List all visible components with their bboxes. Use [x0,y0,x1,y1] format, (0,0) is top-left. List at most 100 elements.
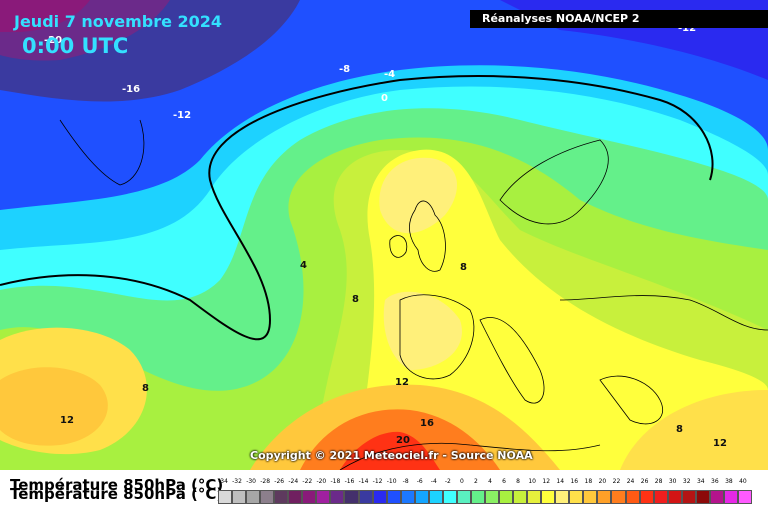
scale-swatch [541,490,556,504]
scale-swatch [274,490,289,504]
scale-swatch [470,490,485,504]
contour-label: 16 [420,418,434,429]
scale-swatch [625,490,640,504]
scale-tick-label: 18 [584,478,593,485]
field-se-warm [620,390,768,470]
contour-label: -12 [678,23,696,34]
scale-tick-label: 2 [474,478,478,485]
scale-swatch [639,490,654,504]
scale-swatch [400,490,415,504]
scale-tick-label: 22 [612,478,621,485]
contour-label: 12 [60,415,74,426]
scale-swatch [414,490,429,504]
scale-tick-label: 36 [711,478,719,485]
contour-labels: -20 -16 -12 -12 -8 -4 0 4 8 8 8 12 12 16 20 8 12 [44,23,727,449]
scale-tick-label: 0 [459,478,464,485]
scale-swatch [316,490,331,504]
scale-swatch [386,490,401,504]
scale-tick-label: -32 [232,478,242,485]
contour-label: -8 [339,64,350,75]
map-date: Jeudi 7 novembre 2024 [14,12,223,31]
scale-tick-label: 34 [696,478,705,485]
temperature-field-map: -20 -16 -12 -12 -8 -4 0 4 8 8 8 12 12 16 20 8 12 [0,0,768,470]
scale-swatch [456,490,471,504]
contour-label: 8 [460,262,467,273]
scale-tick-label: 10 [528,478,536,485]
contour-label: 8 [676,424,683,435]
field-coldest [0,0,90,32]
contour-label: 8 [142,383,149,394]
map-time: 0:00 UTC [22,34,129,58]
scale-swatch [709,490,724,504]
scale-tick-label: -24 [288,478,299,485]
scale-tick-label: 16 [570,478,579,485]
contour-label: -20 [44,35,62,46]
scale-swatch [723,490,738,504]
scale-swatch [513,490,528,504]
scale-swatch [569,490,584,504]
legend-title: Température 850hPa (°C) [10,476,224,494]
scale-swatch [344,490,359,504]
scale-swatch [246,490,261,504]
scale-tick-label: 24 [626,478,635,485]
source-label: Réanalyses NOAA/NCEP 2 [482,12,640,25]
scale-tick-label: -28 [260,478,271,485]
scale-swatch [232,490,247,504]
contour-label: 12 [395,377,409,388]
scale-tick-label: -4 [430,478,437,485]
scale-tick-label: 38 [725,478,733,485]
scale-tick-label: -8 [402,478,409,485]
contour-label: 8 [352,294,359,305]
scale-tick-label: -16 [344,478,355,485]
scale-swatch [428,490,443,504]
contour-label: 4 [300,260,307,271]
contour-label: 0 [381,93,388,104]
scale-tick-label: 4 [488,478,492,485]
scale-tick-label: 40 [739,478,747,485]
scale-swatch [302,490,317,504]
contour-label: -16 [122,84,140,95]
scale-tick-label: -34 [218,478,228,485]
field-paleyellow [379,157,457,234]
scale-swatch [218,490,233,504]
scale-swatch [442,490,457,504]
field-yellow [360,149,768,470]
zero-contour [0,75,714,341]
scale-tick-label: 12 [542,478,551,485]
scale-tick-label: -26 [274,478,285,485]
scale-swatch [583,490,598,504]
scale-tick-label: -20 [316,478,327,485]
scale-tick-label: -2 [444,478,451,485]
scale-swatch [499,490,514,504]
scale-tick-label: -14 [358,478,369,485]
scale-tick-label: 20 [598,478,607,485]
scale-tick-label: 14 [556,478,565,485]
copyright-text: Copyright © 2021 Meteociel.fr - Source N… [250,449,533,462]
field-red [340,431,440,470]
scale-swatch [372,490,387,504]
scale-swatch [653,490,668,504]
scale-swatch [737,490,752,504]
contour-label: -12 [173,110,191,121]
scale-swatch [681,490,696,504]
scale-tick-label: -22 [302,478,313,485]
scale-tick-label: 30 [668,478,677,485]
color-scale: -34 -32 -30 -28 -26 -24 -22 -20 -18 -16 -14 -12 -10-… [218,478,752,510]
scale-swatch [597,490,612,504]
scale-swatch [485,490,500,504]
scale-swatch [527,490,542,504]
scale-tick-label: 28 [654,478,663,485]
contour-label: 12 [713,438,727,449]
scale-swatch [695,490,710,504]
scale-tick-label: 32 [682,478,691,485]
scale-tick-label: -6 [416,478,423,485]
scale-tick-label: -12 [372,478,383,485]
scale-swatch [667,490,682,504]
legend-footer: Température 850hPa (°C) Température 850h… [0,470,768,512]
field-paleyellow-sw [383,291,462,370]
scale-swatch [330,490,345,504]
scale-swatch [288,490,303,504]
scale-tick-label: -30 [246,478,256,485]
source-bar: Réanalyses NOAA/NCEP 2 [470,10,768,28]
